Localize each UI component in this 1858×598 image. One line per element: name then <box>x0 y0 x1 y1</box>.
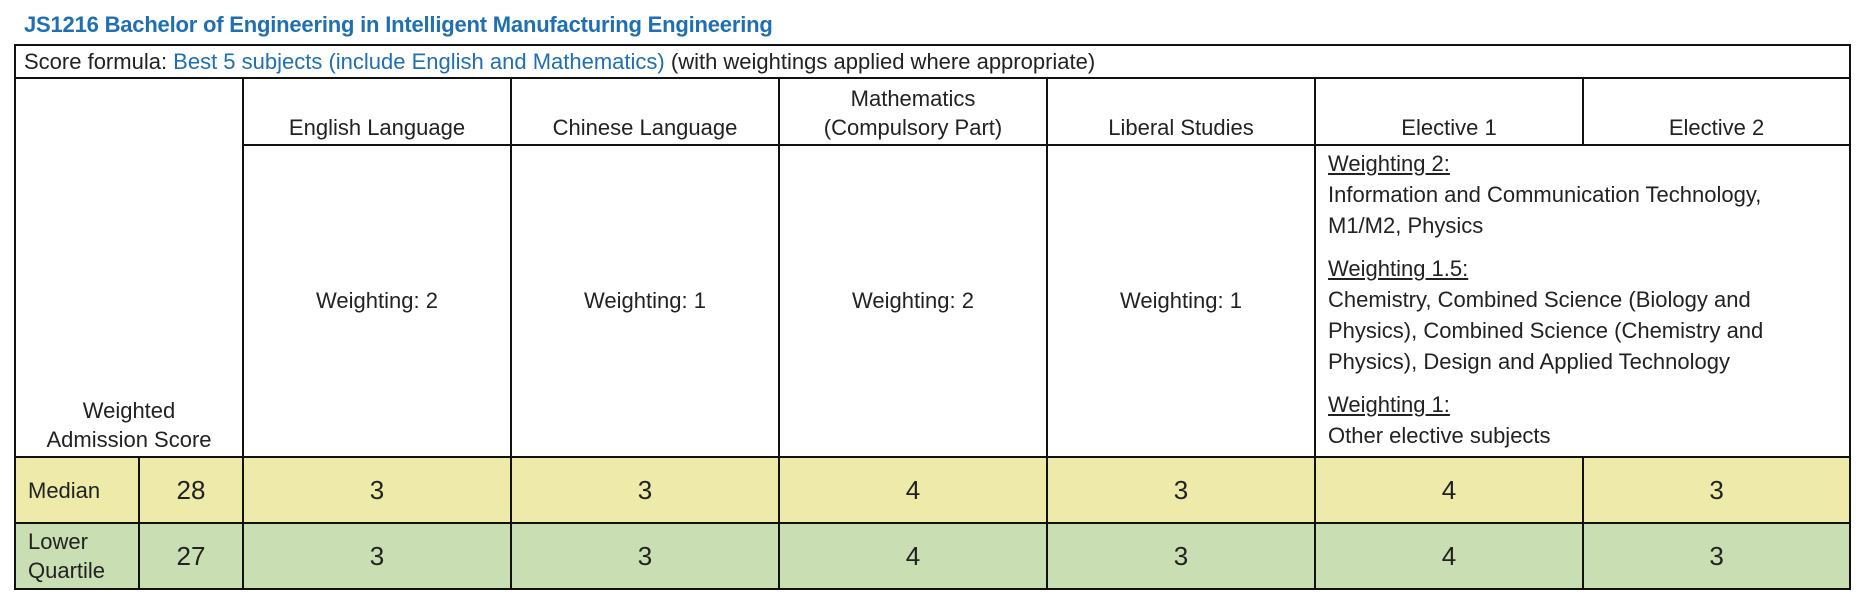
formula-highlight: Best 5 subjects (include English and Mat… <box>173 48 665 74</box>
weighting-liberal-studies: Weighting: 1 <box>1046 144 1316 458</box>
weighted-score-value: 28 <box>138 456 244 524</box>
col-header-label: Liberal Studies <box>1108 115 1254 140</box>
weighting-1-5-line: Physics), Combined Science (Chemistry an… <box>1328 318 1764 343</box>
weighting-1-5-heading: Weighting 1.5: <box>1328 256 1469 281</box>
col-header-chinese: Chinese Language <box>510 77 780 146</box>
weighting-english: Weighting: 2 <box>242 144 512 458</box>
median-row: Median 28 3 3 4 3 4 3 <box>14 456 1852 524</box>
col-header-elective-1: Elective 1 <box>1314 77 1584 146</box>
col-header-mathematics: Mathematics (Compulsory Part) <box>778 77 1048 146</box>
score-cell: 4 <box>1314 522 1584 590</box>
score-cell: 3 <box>1046 522 1316 590</box>
weighted-admission-score-header: Weighted Admission Score <box>14 77 244 458</box>
weighting-1-5-line: Chemistry, Combined Science (Biology and <box>1328 287 1751 312</box>
row-label-text: Quartile <box>28 558 106 583</box>
col-header-elective-2: Elective 2 <box>1581 77 1852 146</box>
weighting-1-5-line: Physics), Design and Applied Technology <box>1328 349 1730 374</box>
weighting-2-line: M1/M2, Physics <box>1328 213 1484 238</box>
weighting-mathematics: Weighting: 2 <box>778 144 1048 458</box>
weighting-1-line: Other elective subjects <box>1328 423 1551 448</box>
score-cell: 4 <box>778 456 1048 524</box>
weighting-chinese: Weighting: 1 <box>510 144 780 458</box>
elective-weighting-details: Weighting 2: Information and Communicati… <box>1313 144 1852 458</box>
score-cell: 3 <box>1581 456 1852 524</box>
col-header-liberal-studies: Liberal Studies <box>1046 77 1316 146</box>
col-header-sublabel: (Compulsory Part) <box>823 115 1003 140</box>
score-formula: Score formula: Best 5 subjects (include … <box>13 44 1852 79</box>
weighted-score-line1: Weighted <box>82 398 176 423</box>
score-cell: 3 <box>1046 456 1316 524</box>
lower-quartile-row: Lower Quartile 27 3 3 4 3 4 3 <box>14 522 1852 590</box>
weighted-score-line2: Admission Score <box>46 427 212 452</box>
col-header-label: Elective 2 <box>1668 115 1765 140</box>
weighting-1-heading: Weighting 1: <box>1328 392 1450 417</box>
score-cell: 3 <box>242 522 512 590</box>
score-cell: 3 <box>510 456 780 524</box>
weighting-row: Weighting: 2 Weighting: 1 Weighting: 2 W… <box>15 144 1852 458</box>
weighting-2-line: Information and Communication Technology… <box>1328 182 1762 207</box>
weighted-score-value: 27 <box>138 522 244 590</box>
col-header-label: Mathematics <box>850 86 976 111</box>
col-header-label: Chinese Language <box>552 115 738 140</box>
score-cell: 3 <box>1581 522 1852 590</box>
admission-score-table: Score formula: Best 5 subjects (include … <box>13 44 1852 590</box>
weighting-2-heading: Weighting 2: <box>1328 151 1450 176</box>
formula-suffix: (with weightings applied where appropria… <box>664 48 1096 74</box>
row-label: Median <box>14 456 140 524</box>
score-cell: 4 <box>778 522 1048 590</box>
header-row: Weighted Admission Score English Languag… <box>14 77 1852 458</box>
row-label-text: Lower <box>28 529 88 554</box>
row-label-text: Median <box>28 477 101 503</box>
col-header-label: Elective 1 <box>1401 115 1497 140</box>
score-cell: 3 <box>510 522 780 590</box>
row-label: Lower Quartile <box>14 522 140 590</box>
score-cell: 3 <box>242 456 512 524</box>
page-title: JS1216 Bachelor of Engineering in Intell… <box>24 12 773 37</box>
col-header-label: English Language <box>288 115 466 140</box>
formula-row: Score formula: Best 5 subjects (include … <box>13 44 1852 79</box>
score-cell: 4 <box>1314 456 1584 524</box>
col-header-english: English Language <box>242 77 512 146</box>
formula-prefix: Score formula: <box>24 48 174 74</box>
